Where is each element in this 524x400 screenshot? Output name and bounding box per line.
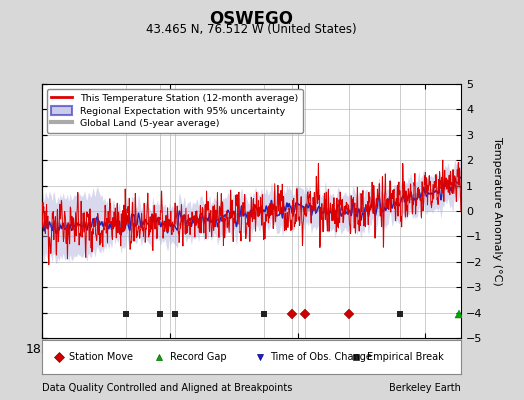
Text: Time of Obs. Change: Time of Obs. Change [270, 352, 372, 362]
Text: Berkeley Earth: Berkeley Earth [389, 383, 461, 393]
Text: Record Gap: Record Gap [170, 352, 226, 362]
Y-axis label: Temperature Anomaly (°C): Temperature Anomaly (°C) [492, 137, 502, 285]
Text: 43.465 N, 76.512 W (United States): 43.465 N, 76.512 W (United States) [146, 23, 357, 36]
Text: OSWEGO: OSWEGO [210, 10, 293, 28]
Text: Station Move: Station Move [69, 352, 133, 362]
Text: Data Quality Controlled and Aligned at Breakpoints: Data Quality Controlled and Aligned at B… [42, 383, 292, 393]
Legend: This Temperature Station (12-month average), Regional Expectation with 95% uncer: This Temperature Station (12-month avera… [47, 89, 303, 133]
Text: Empirical Break: Empirical Break [367, 352, 443, 362]
